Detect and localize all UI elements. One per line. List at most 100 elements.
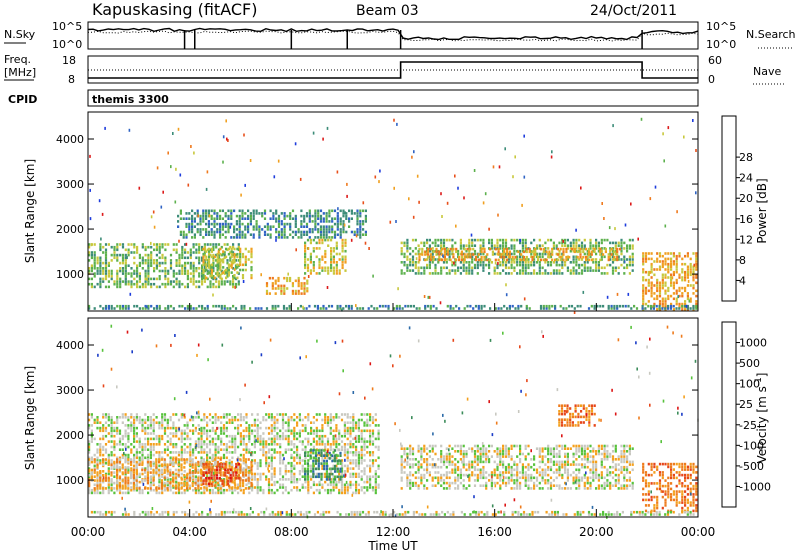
power-cell xyxy=(530,261,533,264)
velocity-cell xyxy=(377,445,380,449)
power-cell xyxy=(448,269,451,272)
velocity-cell xyxy=(203,451,206,454)
velocity-cell xyxy=(366,464,369,468)
power-cell xyxy=(642,254,645,258)
power-cell xyxy=(113,256,116,260)
velocity-cell xyxy=(279,437,282,441)
power-cell xyxy=(650,262,653,266)
power-cell xyxy=(250,255,253,259)
velocity-cell xyxy=(177,491,181,495)
velocity-cell xyxy=(161,491,164,495)
power-cell xyxy=(642,252,645,255)
power-cell xyxy=(300,225,303,228)
power-cell xyxy=(669,304,672,308)
velocity-cell xyxy=(332,486,335,489)
power-cell xyxy=(675,270,678,274)
power-cell xyxy=(121,267,125,270)
power-cell xyxy=(124,261,127,265)
velocity-cell xyxy=(206,432,209,435)
velocity-cell xyxy=(231,416,234,419)
velocity-cell xyxy=(149,448,152,451)
power-cell xyxy=(595,269,598,272)
velocity-cell xyxy=(135,472,138,476)
power-cell xyxy=(244,225,247,228)
velocity-cell xyxy=(262,443,265,446)
power-cell xyxy=(184,285,187,289)
velocity-cell xyxy=(504,465,508,469)
nsky-count-line xyxy=(87,27,699,41)
power-cell xyxy=(686,304,689,308)
velocity-cell xyxy=(130,467,133,470)
velocity-cell xyxy=(476,473,479,477)
velocity-cell xyxy=(200,432,203,435)
power-cell xyxy=(667,286,670,290)
velocity-cell xyxy=(237,424,240,427)
power-cell xyxy=(283,276,286,280)
power-cell xyxy=(189,272,192,275)
power-cell xyxy=(297,289,300,293)
power-cell xyxy=(202,214,205,218)
velocity-cell xyxy=(355,424,358,427)
power-cell xyxy=(672,286,675,290)
power-cell xyxy=(527,272,530,275)
power-cell xyxy=(474,304,478,308)
power-cell xyxy=(255,220,258,223)
power-cell xyxy=(339,236,342,239)
velocity-cell xyxy=(468,465,471,469)
power-cell xyxy=(470,233,473,237)
power-cell xyxy=(300,292,303,295)
power-cell xyxy=(172,307,175,310)
power-cell xyxy=(617,272,620,275)
power-cell xyxy=(326,126,329,130)
power-cell xyxy=(346,182,348,186)
power-cell xyxy=(258,225,261,228)
velocity-cell xyxy=(290,464,293,468)
power-cell xyxy=(506,247,509,251)
power-cell xyxy=(299,304,302,308)
power-cell xyxy=(198,304,201,308)
velocity-cell xyxy=(462,484,465,487)
power-cell xyxy=(93,261,96,265)
power-cell xyxy=(312,266,315,270)
power-cell xyxy=(620,263,623,267)
power-cell xyxy=(244,258,247,261)
power-cell xyxy=(432,258,435,262)
power-cell xyxy=(555,261,558,264)
power-cell xyxy=(233,236,236,239)
velocity-cell xyxy=(312,429,315,433)
power-cell xyxy=(202,274,205,277)
velocity-cell xyxy=(349,432,352,435)
power-cell xyxy=(198,248,201,252)
power-cell xyxy=(678,307,681,310)
velocity-cell xyxy=(454,465,457,469)
velocity-cell xyxy=(426,465,429,469)
power-cell xyxy=(613,307,616,310)
velocity-cell xyxy=(321,486,324,489)
power-cell xyxy=(565,307,568,310)
power-cell xyxy=(181,272,184,275)
velocity-cell xyxy=(312,432,315,435)
power-cell xyxy=(271,284,274,288)
power-cell xyxy=(414,261,417,264)
velocity-cell xyxy=(476,463,479,466)
velocity-cell xyxy=(428,455,431,458)
power-cell xyxy=(243,133,245,137)
velocity-cell xyxy=(440,479,443,482)
power-cell xyxy=(289,233,292,236)
power-cell xyxy=(277,214,281,218)
velocity-cell xyxy=(355,464,358,468)
power-cell xyxy=(604,247,607,251)
power-cell xyxy=(504,147,506,151)
velocity-cell xyxy=(459,471,462,474)
velocity-cell xyxy=(177,437,181,441)
power-cell xyxy=(116,253,119,257)
power-cell xyxy=(322,307,325,310)
power-cell xyxy=(216,258,219,261)
velocity-cell xyxy=(318,483,321,487)
power-cell xyxy=(275,212,278,215)
power-cell xyxy=(585,247,588,251)
power-cell xyxy=(578,272,581,275)
velocity-cell xyxy=(262,451,265,454)
velocity-cell xyxy=(256,418,259,422)
velocity-cell xyxy=(155,472,158,476)
